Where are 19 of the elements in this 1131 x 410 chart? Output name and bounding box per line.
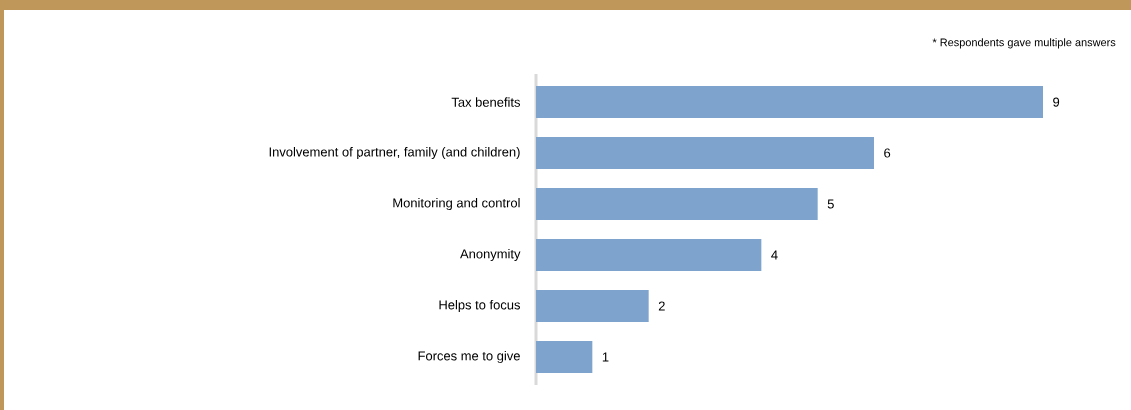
- text: * Respondents gave multiple answers: [932, 38, 1116, 49]
- data-label: 5: [827, 199, 834, 209]
- data-label: 6: [884, 148, 891, 158]
- y-tick-label: Involvement of partner, family (and children): [269, 146, 520, 160]
- y-tick-label: Forces me to give: [418, 350, 520, 363]
- bar: [536, 340, 593, 373]
- bar: [536, 86, 1044, 119]
- y-tick-label: Monitoring and control: [393, 197, 520, 211]
- data-label: 9: [1053, 97, 1060, 107]
- data-label: 2: [658, 301, 665, 311]
- y-tick-label: Tax benefits: [451, 97, 521, 107]
- data-label: 1: [602, 352, 609, 362]
- bar: [536, 137, 875, 170]
- y-tick-label: Anonymity: [460, 248, 521, 262]
- y-tick-label: Helps to focus: [439, 299, 521, 313]
- data-label: 4: [771, 250, 778, 260]
- bar: [536, 188, 818, 221]
- bar: [536, 239, 762, 271]
- bar: [536, 289, 649, 322]
